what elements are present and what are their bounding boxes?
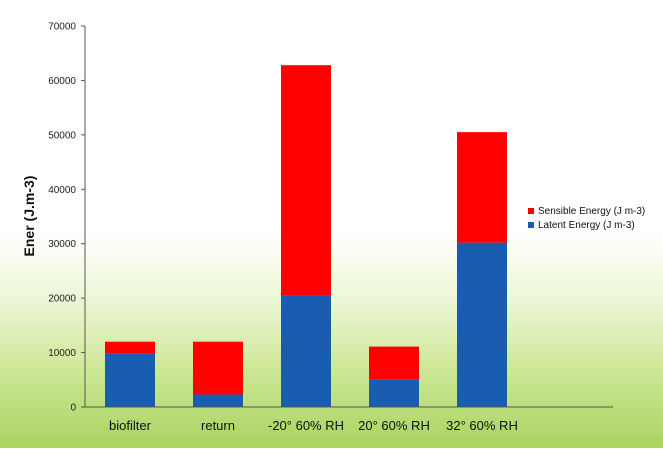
bar-latent-2 <box>281 295 331 407</box>
x-category-label: return <box>201 418 235 433</box>
y-tick-label: 0 <box>70 403 76 414</box>
legend-label: Sensible Energy (J m-3) <box>538 206 645 217</box>
y-tick-label: 50000 <box>48 130 76 141</box>
y-tick-label: 20000 <box>48 294 76 305</box>
y-tick-label: 70000 <box>48 22 76 33</box>
y-tick-label: 30000 <box>48 239 76 250</box>
bar-sensible-4 <box>457 132 507 243</box>
y-tick-label: 10000 <box>48 348 76 359</box>
legend-swatch <box>528 222 534 228</box>
y-tick-label: 60000 <box>48 76 76 87</box>
x-category-label: biofilter <box>109 418 152 433</box>
bar-sensible-0 <box>105 341 155 354</box>
x-category-label: 32° 60% RH <box>446 418 518 433</box>
x-category-label: -20° 60% RH <box>268 418 344 433</box>
y-axis-ticks: 0 10000 20000 30000 40000 50000 60000 70000 <box>48 22 85 414</box>
y-tick-label: 40000 <box>48 185 76 196</box>
legend: Sensible Energy (J m-3) Latent Energy (J … <box>528 206 645 231</box>
legend-swatch <box>528 208 534 214</box>
legend-label: Latent Energy (J m-3) <box>538 220 635 231</box>
bar-sensible-3 <box>369 346 419 380</box>
bar-sensible-1 <box>193 341 243 395</box>
bar-sensible-2 <box>281 65 331 296</box>
bar-latent-0 <box>105 353 155 407</box>
bars-group <box>105 65 507 407</box>
bar-latent-4 <box>457 242 507 407</box>
bar-latent-3 <box>369 379 419 407</box>
bar-latent-1 <box>193 394 243 407</box>
x-category-label: 20° 60% RH <box>358 418 430 433</box>
category-labels: biofilter return -20° 60% RH 20° 60% RH 32° … <box>109 418 518 433</box>
y-axis-title: Ener (J.m-3) <box>21 176 37 257</box>
